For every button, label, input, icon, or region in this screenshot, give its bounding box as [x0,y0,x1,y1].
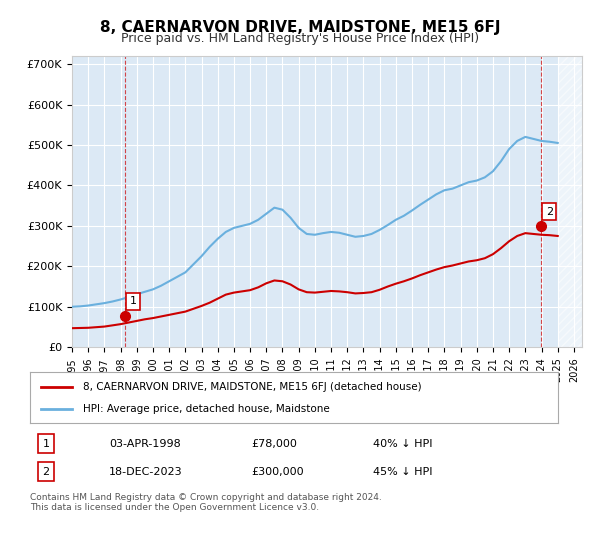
Text: HPI: Average price, detached house, Maidstone: HPI: Average price, detached house, Maid… [83,404,329,414]
Text: 8, CAERNARVON DRIVE, MAIDSTONE, ME15 6FJ (detached house): 8, CAERNARVON DRIVE, MAIDSTONE, ME15 6FJ… [83,381,421,391]
Text: 03-APR-1998: 03-APR-1998 [109,439,181,449]
Text: 8, CAERNARVON DRIVE, MAIDSTONE, ME15 6FJ: 8, CAERNARVON DRIVE, MAIDSTONE, ME15 6FJ [100,20,500,35]
Text: £78,000: £78,000 [252,439,298,449]
Text: Price paid vs. HM Land Registry's House Price Index (HPI): Price paid vs. HM Land Registry's House … [121,32,479,45]
Text: 40% ↓ HPI: 40% ↓ HPI [373,439,433,449]
Text: 45% ↓ HPI: 45% ↓ HPI [373,467,433,477]
Text: Contains HM Land Registry data © Crown copyright and database right 2024.
This d: Contains HM Land Registry data © Crown c… [30,493,382,512]
Text: 1: 1 [43,439,49,449]
Text: 2: 2 [546,207,553,217]
Text: 2: 2 [42,467,49,477]
Text: £300,000: £300,000 [252,467,304,477]
Text: 18-DEC-2023: 18-DEC-2023 [109,467,183,477]
Bar [558,56,582,347]
Text: 1: 1 [130,296,136,306]
